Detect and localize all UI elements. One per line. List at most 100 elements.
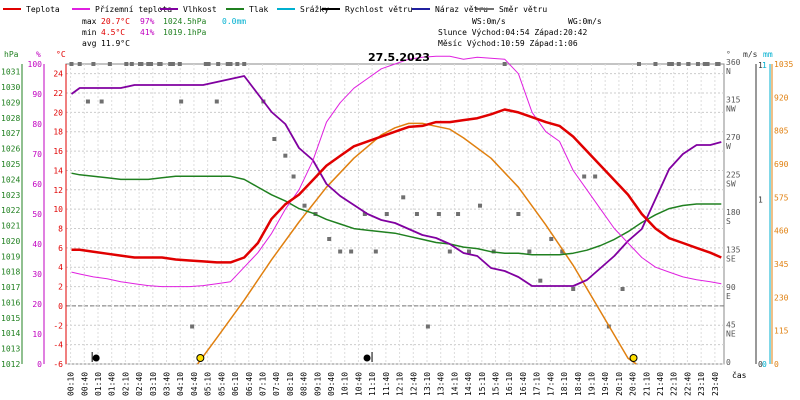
- wind-direction-point: [549, 237, 554, 241]
- time-tick-label: 21:10: [642, 372, 651, 396]
- wind-direction-tick-label: 225: [726, 171, 741, 180]
- wind-direction-point: [425, 324, 430, 329]
- plot-grid: [65, 63, 725, 365]
- time-tick-label: 19:10: [587, 372, 596, 396]
- legend-label: Směr větru: [499, 5, 547, 14]
- time-tick-label: 23:40: [711, 372, 720, 396]
- legend-label: Vlhkost: [183, 5, 217, 14]
- temperature-axis-label: °C: [56, 50, 66, 59]
- legend-label: Teplota: [26, 5, 60, 14]
- wind-direction-point: [467, 249, 472, 254]
- wind-direction-point: [560, 249, 565, 254]
- hpa-tick-label: 1020: [1, 237, 20, 246]
- hpa-tick-label: 1028: [1, 114, 20, 123]
- time-tick-label: 10:10: [341, 372, 350, 396]
- time-tick-label: 01:40: [108, 372, 117, 396]
- wind-direction-point: [168, 62, 173, 66]
- temperature-tick-label: 16: [53, 147, 63, 156]
- wind-direction-tick-label: 45: [726, 321, 736, 330]
- wind-direction-compass-label: NE: [726, 330, 736, 339]
- hpa-tick-label: 1029: [1, 98, 20, 107]
- legend-label: Přízemní teplota: [95, 5, 172, 14]
- wind-direction-point: [77, 62, 82, 66]
- temperature-tick-label: 22: [53, 89, 63, 98]
- temperature-tick-label: 6: [58, 244, 63, 253]
- wind-direction-point: [695, 62, 700, 66]
- wind-direction-point: [667, 62, 672, 66]
- legend-label: Rychlost větru: [345, 5, 413, 14]
- time-tick-label: 23:10: [697, 372, 706, 396]
- stats-moon-times: Měsíc Východ:10:59 Západ:1:06: [438, 39, 578, 48]
- temperature-tick-label: 20: [53, 108, 63, 117]
- time-tick-label: 06:10: [231, 372, 240, 396]
- plot-area: [65, 63, 725, 365]
- wind-direction-point: [214, 99, 219, 104]
- wind-direction-point: [302, 203, 307, 208]
- wind-direction-point: [158, 62, 163, 66]
- hpa-tick-label: 1018: [1, 268, 20, 277]
- solar-tick-label: 345: [774, 260, 789, 269]
- hpa-tick-label: 1026: [1, 145, 20, 154]
- temperature-tick-label: 24: [53, 70, 63, 79]
- stats-avg-temp: 11.9°C: [101, 39, 130, 48]
- stats-min-humidity: 41%: [140, 28, 155, 37]
- wind-direction-tick-label: 90: [726, 283, 736, 292]
- wind-direction-point: [146, 62, 151, 66]
- direction-axis-label: °: [726, 50, 731, 59]
- pressure-series-line: [71, 172, 722, 256]
- wind-direction-point: [228, 62, 233, 66]
- stats-max-label: max: [82, 17, 97, 26]
- wind-direction-point: [107, 62, 112, 66]
- chart-title: 27.5.2023: [368, 51, 430, 64]
- solar-tick-label: 0: [774, 360, 779, 369]
- moonset-marker: [92, 354, 100, 362]
- hpa-tick-label: 1019: [1, 252, 20, 261]
- wind-direction-point: [338, 249, 343, 254]
- solar-tick-label: 460: [774, 227, 789, 236]
- wind-direction-point: [571, 287, 576, 291]
- wind-direction-point: [538, 278, 543, 283]
- solar-tick-label: 690: [774, 160, 789, 169]
- wind-direction-point: [283, 153, 288, 158]
- humidity-tick-label: 40: [32, 240, 42, 249]
- wind-direction-tick-label: 0: [726, 358, 731, 367]
- wind-direction-point: [327, 237, 332, 241]
- wind-direction-compass-label: W: [726, 142, 731, 151]
- stats-max-temp: 20.7°C: [101, 17, 130, 26]
- wind-direction-point: [235, 62, 240, 66]
- stats-min-pressure: 1019.1hPa: [163, 28, 207, 37]
- time-tick-label: 11:40: [382, 372, 391, 396]
- time-tick-label: 13:10: [423, 372, 432, 396]
- humidity-tick-label: 50: [32, 210, 42, 219]
- time-tick-label: 05:40: [217, 372, 226, 396]
- legend-label: Tlak: [249, 5, 268, 14]
- wind-direction-point: [456, 212, 461, 216]
- time-tick-label: 02:10: [121, 372, 130, 396]
- wind-direction-tick-label: 180: [726, 208, 741, 217]
- wind-direction-point: [705, 62, 710, 66]
- time-tick-label: 21:40: [656, 372, 665, 396]
- time-tick-label: 13:40: [437, 372, 446, 396]
- temperature-series-line: [71, 108, 722, 264]
- wind-direction-point: [139, 62, 144, 66]
- humidity-tick-label: 100: [28, 60, 43, 69]
- wind-direction-point: [620, 287, 625, 291]
- wind-direction-point: [148, 62, 153, 66]
- temperature-tick-label: 10: [53, 205, 63, 214]
- hpa-tick-label: 1023: [1, 191, 20, 200]
- time-tick-label: 06:40: [245, 372, 254, 396]
- temperature-tick-label: 0: [58, 302, 63, 311]
- stats-min-temp: 4.5°C: [101, 28, 125, 37]
- solar-tick-label: 805: [774, 127, 789, 136]
- hpa-tick-label: 1024: [1, 175, 20, 184]
- temperature-tick-label: 4: [58, 263, 63, 272]
- wind-direction-point: [190, 324, 195, 329]
- wind-speed-axis-label: m/s: [743, 50, 758, 59]
- wind-direction-point: [436, 212, 441, 216]
- wind-direction-point: [179, 99, 184, 104]
- time-tick-label: 19:40: [601, 372, 610, 396]
- wind-direction-point: [349, 249, 354, 254]
- wind-direction-point: [401, 195, 406, 200]
- wind-direction-point: [170, 62, 175, 66]
